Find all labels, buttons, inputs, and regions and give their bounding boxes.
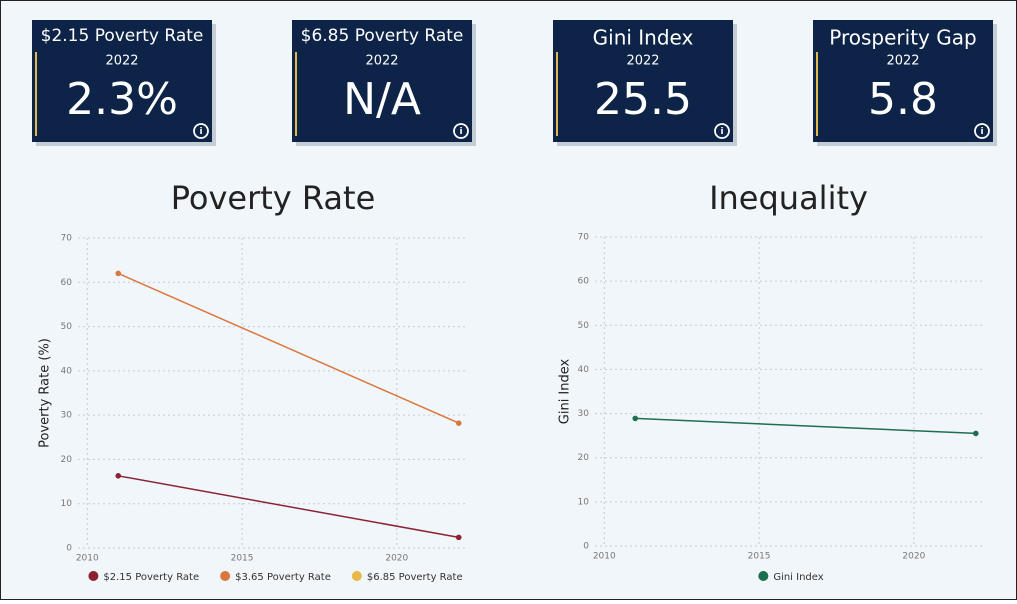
legend-swatch bbox=[220, 571, 231, 581]
info-circle bbox=[193, 123, 209, 139]
series-line bbox=[118, 475, 459, 539]
legend-swatch bbox=[758, 571, 769, 581]
y-tick-label: 20 bbox=[61, 455, 73, 465]
card-bg bbox=[813, 20, 993, 142]
card-title: $6.85 Poverty Rate bbox=[301, 26, 464, 46]
y-axis-label: Gini Index bbox=[558, 358, 573, 424]
y-tick-label: 10 bbox=[61, 499, 73, 509]
legend-item: $2.15 Poverty Rate bbox=[88, 571, 199, 583]
legend-swatch bbox=[88, 571, 99, 581]
data-point bbox=[115, 270, 122, 277]
card-value: 25.5 bbox=[594, 74, 692, 125]
info-i: i bbox=[980, 127, 983, 137]
card-title: Prosperity Gap bbox=[829, 26, 976, 50]
x-tick-label: 2020 bbox=[902, 552, 925, 562]
card-value: N/A bbox=[343, 74, 421, 125]
card-year: 2022 bbox=[626, 54, 659, 69]
y-tick-label: 0 bbox=[583, 542, 589, 552]
y-tick-label: 50 bbox=[61, 322, 73, 332]
data-point bbox=[455, 534, 462, 541]
y-tick-label: 40 bbox=[61, 366, 73, 376]
y-tick-label: 20 bbox=[578, 453, 590, 463]
chart-title: Inequality bbox=[709, 179, 868, 217]
legend-item: Gini Index bbox=[758, 571, 824, 583]
legend-label: $3.65 Poverty Rate bbox=[235, 572, 331, 583]
info-i: i bbox=[459, 127, 462, 137]
series-line bbox=[635, 417, 976, 435]
info-i: i bbox=[199, 127, 202, 137]
card-value: 5.8 bbox=[868, 74, 938, 125]
y-tick-label: 70 bbox=[578, 233, 590, 243]
card-title: Gini Index bbox=[593, 26, 694, 50]
legend-swatch bbox=[351, 571, 362, 581]
y-tick-label: 60 bbox=[578, 277, 590, 287]
series-line bbox=[117, 272, 460, 424]
info-icon[interactable]: i bbox=[714, 123, 730, 139]
info-circle bbox=[714, 123, 730, 139]
legend-label: $6.85 Poverty Rate bbox=[367, 572, 463, 583]
card-value: 2.3% bbox=[66, 74, 178, 125]
info-icon[interactable]: i bbox=[974, 123, 990, 139]
card-year: 2022 bbox=[365, 54, 398, 69]
card-year: 2022 bbox=[105, 54, 138, 69]
card-bg bbox=[292, 20, 472, 142]
card-year: 2022 bbox=[886, 54, 919, 69]
info-icon[interactable]: i bbox=[453, 123, 469, 139]
kpi-card: Prosperity Gap 2022 5.8 i bbox=[813, 20, 997, 146]
y-tick-label: 10 bbox=[578, 497, 590, 507]
data-point bbox=[115, 473, 122, 479]
card-title: $2.15 Poverty Rate bbox=[41, 26, 204, 46]
x-tick-label: 2015 bbox=[748, 552, 771, 562]
kpi-card: $2.15 Poverty Rate 2022 2.3% i bbox=[32, 20, 216, 146]
info-icon[interactable]: i bbox=[193, 123, 209, 139]
y-tick-label: 60 bbox=[61, 278, 73, 288]
card-bg bbox=[32, 20, 212, 142]
info-i: i bbox=[720, 127, 723, 137]
legend-label: $2.15 Poverty Rate bbox=[103, 572, 199, 583]
y-axis-label: Poverty Rate (%) bbox=[38, 338, 53, 448]
chart-title: Poverty Rate bbox=[171, 179, 376, 217]
y-tick-label: 70 bbox=[61, 234, 73, 244]
info-circle bbox=[453, 123, 469, 139]
legend-label: Gini Index bbox=[773, 572, 823, 583]
x-tick-label: 2010 bbox=[593, 552, 616, 562]
data-point bbox=[455, 420, 462, 426]
data-point bbox=[632, 415, 639, 422]
y-tick-label: 30 bbox=[61, 411, 73, 421]
data-point bbox=[973, 430, 979, 437]
y-tick-label: 30 bbox=[578, 409, 590, 419]
info-circle bbox=[974, 123, 990, 139]
kpi-card: $6.85 Poverty Rate 2022 N/A i bbox=[292, 20, 476, 146]
y-tick-label: 0 bbox=[66, 544, 72, 554]
x-tick-label: 2015 bbox=[231, 554, 254, 564]
kpi-card: Gini Index 2022 25.5 i bbox=[553, 20, 737, 146]
legend-item: $6.85 Poverty Rate bbox=[351, 571, 463, 583]
legend-item: $3.65 Poverty Rate bbox=[220, 571, 331, 583]
x-tick-label: 2010 bbox=[76, 554, 99, 564]
x-tick-label: 2020 bbox=[385, 554, 408, 564]
card-bg bbox=[553, 20, 733, 142]
y-tick-label: 40 bbox=[578, 365, 590, 375]
y-tick-label: 50 bbox=[578, 321, 590, 331]
